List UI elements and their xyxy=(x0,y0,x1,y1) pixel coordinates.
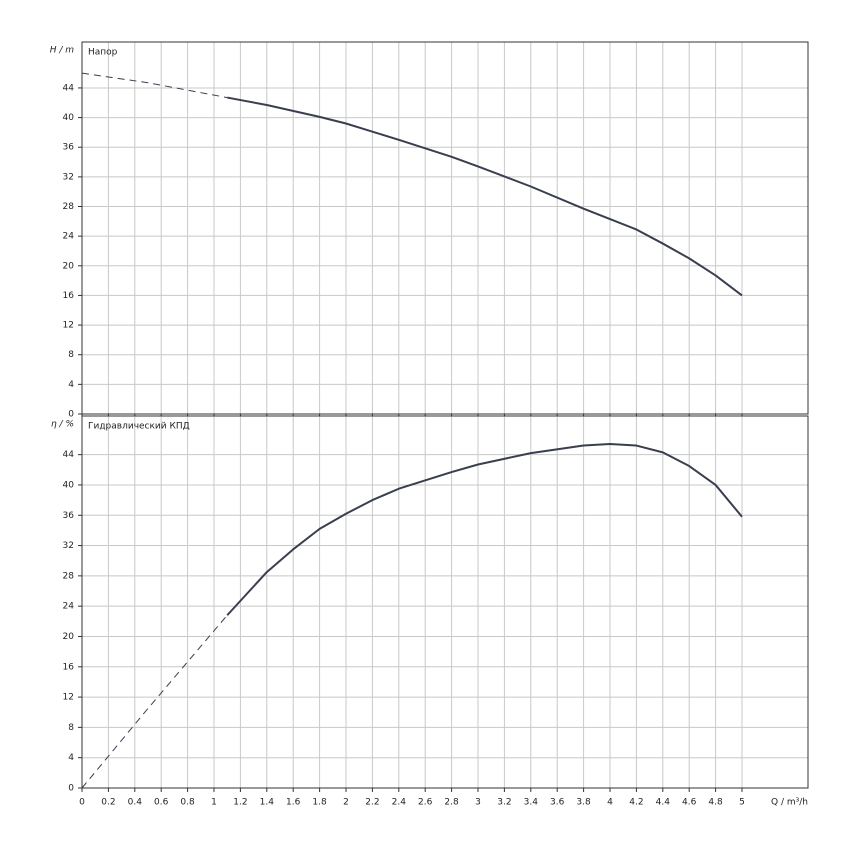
y-tick-label: 36 xyxy=(63,143,75,153)
panel-title: Гидравлический КПД xyxy=(88,422,190,432)
x-tick-label: 0.6 xyxy=(154,798,169,808)
y-tick-label: 28 xyxy=(63,571,75,581)
x-tick-label: 0 xyxy=(79,798,85,808)
y-tick-label: 12 xyxy=(63,693,74,703)
x-tick-label: 0.4 xyxy=(128,798,143,808)
x-tick-label: 1 xyxy=(211,798,217,808)
y-tick-label: 16 xyxy=(63,662,75,672)
curve xyxy=(226,443,743,616)
x-tick-label: 0.8 xyxy=(180,798,195,808)
curve xyxy=(227,96,743,297)
x-tick-label: 4.4 xyxy=(656,798,671,808)
plot-border xyxy=(81,41,809,415)
y-axis-label: η / % xyxy=(51,420,74,430)
x-tick-label: 4.6 xyxy=(682,798,697,808)
y-tick-label: 0 xyxy=(68,784,74,794)
curve xyxy=(81,614,228,789)
x-tick-label: 1.8 xyxy=(312,798,327,808)
x-tick-label: 3.2 xyxy=(497,798,511,808)
y-tick-label: 20 xyxy=(63,632,75,642)
y-tick-label: 8 xyxy=(68,723,74,733)
x-tick-label: 0.2 xyxy=(101,798,115,808)
x-tick-label: 5 xyxy=(739,798,745,808)
curve xyxy=(81,72,228,99)
y-tick-label: 44 xyxy=(63,83,75,93)
x-tick-label: 4 xyxy=(607,798,613,808)
x-tick-label: 2.4 xyxy=(392,798,407,808)
plot-frame xyxy=(81,41,809,415)
plot-border xyxy=(81,415,809,789)
y-tick-label: 20 xyxy=(63,261,75,271)
y-tick-label: 40 xyxy=(63,113,75,123)
y-tick-label: 8 xyxy=(68,350,74,360)
x-tick-label: 3 xyxy=(475,798,481,808)
x-tick-label: 2.6 xyxy=(418,798,433,808)
x-tick-label: 1.6 xyxy=(286,798,301,808)
y-tick-label: 32 xyxy=(63,541,74,551)
y-tick-label: 44 xyxy=(63,450,75,460)
x-tick-label: 4.8 xyxy=(708,798,723,808)
x-tick-label: 1.2 xyxy=(233,798,247,808)
y-tick-label: 4 xyxy=(68,380,74,390)
x-tick-label: 3.4 xyxy=(524,798,539,808)
y-tick-label: 4 xyxy=(68,753,74,763)
y-tick-label: 0 xyxy=(68,410,74,420)
y-tick-label: 32 xyxy=(63,172,74,182)
x-tick-label: 4.2 xyxy=(629,798,643,808)
x-axis-label: Q / m³/h xyxy=(771,798,808,808)
y-axis-label: H / m xyxy=(50,46,75,56)
y-tick-label: 16 xyxy=(63,291,75,301)
y-tick-label: 24 xyxy=(63,232,75,242)
x-tick-label: 3.8 xyxy=(576,798,591,808)
y-tick-label: 24 xyxy=(63,602,75,612)
x-tick-label: 2.8 xyxy=(444,798,459,808)
y-tick-label: 36 xyxy=(63,511,75,521)
plot-frame xyxy=(81,415,809,789)
y-tick-label: 40 xyxy=(63,480,75,490)
x-tick-label: 1.4 xyxy=(260,798,275,808)
y-tick-label: 12 xyxy=(63,321,74,331)
x-tick-label: 2.2 xyxy=(365,798,379,808)
x-tick-label: 3.6 xyxy=(550,798,565,808)
y-tick-label: 28 xyxy=(63,202,75,212)
x-tick-label: 2 xyxy=(343,798,349,808)
panel-title: Напор xyxy=(88,48,118,58)
